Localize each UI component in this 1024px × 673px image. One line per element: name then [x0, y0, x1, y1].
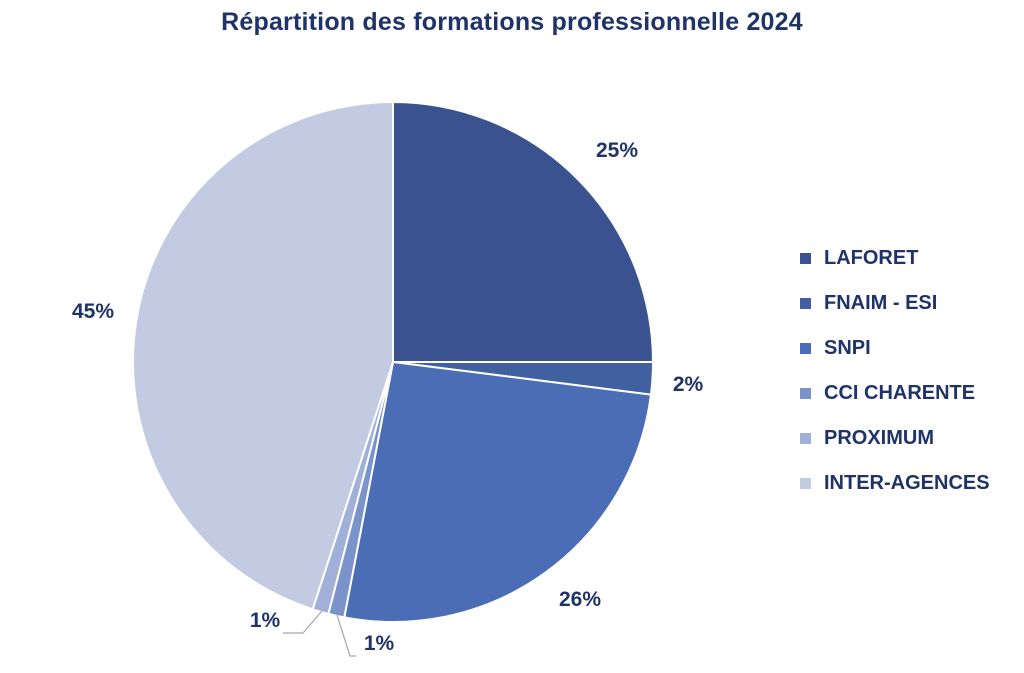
leader-line: [336, 614, 356, 657]
legend-label: LAFORET: [824, 247, 919, 269]
legend-label: PROXIMUM: [824, 427, 934, 449]
data-label: 1%: [250, 609, 281, 632]
legend-label: CCI CHARENTE: [824, 382, 976, 404]
legend-item: PROXIMUM: [800, 416, 990, 461]
legend-swatch: [800, 343, 811, 354]
pie-slice-snpi: [343, 360, 653, 623]
legend-swatch: [800, 298, 811, 309]
leader-line: [283, 610, 323, 634]
data-label: 25%: [596, 139, 638, 162]
legend-item: SNPI: [800, 326, 990, 371]
legend-swatch: [800, 388, 811, 399]
legend-item: INTER-AGENCES: [800, 461, 990, 506]
legend-label: INTER-AGENCES: [824, 472, 990, 494]
data-label: 26%: [559, 588, 601, 611]
data-label: 1%: [364, 632, 395, 655]
legend-swatch: [800, 433, 811, 444]
legend-item: CCI CHARENTE: [800, 371, 990, 416]
pie-slice-inter-agences: [132, 100, 394, 611]
data-label: 45%: [72, 300, 114, 323]
legend-label: SNPI: [824, 337, 871, 359]
data-label: 2%: [673, 373, 704, 396]
legend-swatch: [800, 478, 811, 489]
legend: LAFORET FNAIM - ESI SNPI CCI CHARENTE PROXIM…: [800, 236, 990, 506]
legend-item: LAFORET: [800, 236, 990, 281]
pie-slice-laforet: [392, 100, 655, 363]
legend-label: FNAIM - ESI: [824, 292, 938, 314]
legend-swatch: [800, 253, 811, 264]
chart-title: Répartition des formations professionnel…: [221, 8, 803, 36]
legend-item: FNAIM - ESI: [800, 281, 990, 326]
